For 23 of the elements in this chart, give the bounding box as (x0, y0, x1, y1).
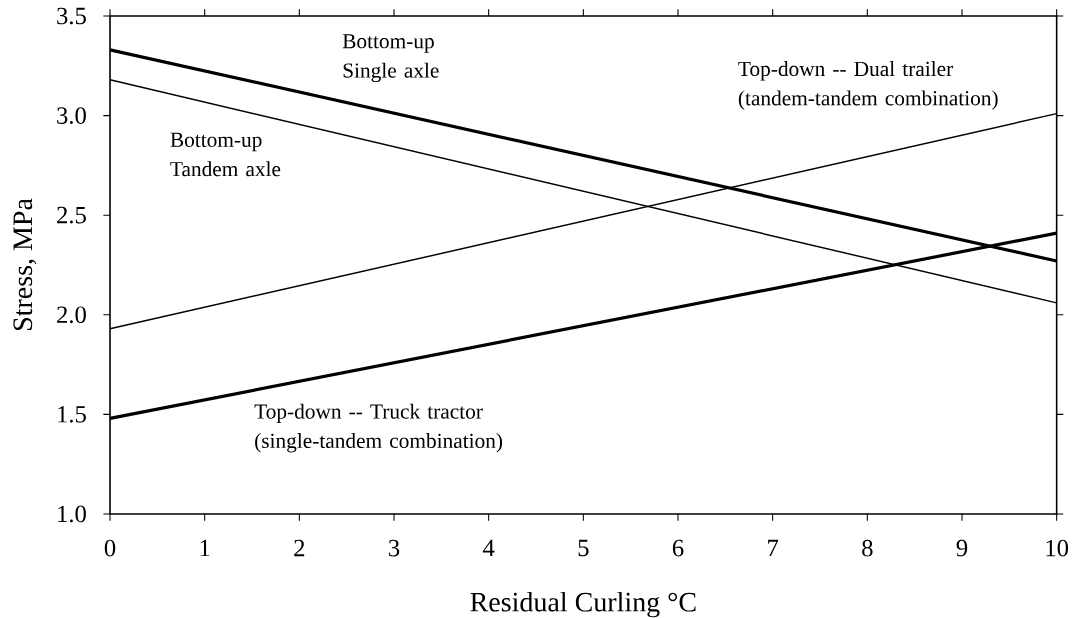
x-tick-label: 3 (389, 539, 400, 557)
x-tick-label: 0 (104, 539, 116, 557)
x-tick-label: 6 (672, 539, 684, 557)
x-tick-label: 8 (862, 539, 873, 557)
y-tick-label: 2.0 (57, 306, 86, 324)
y-tick-label: 2.5 (57, 206, 86, 224)
y-tick-label: 1.0 (58, 505, 86, 523)
y-axis-title: Stress, MPa (13, 198, 37, 331)
x-tick-label: 10 (1046, 539, 1069, 557)
x-tick-label: 1 (200, 539, 210, 557)
y-tick-label: 1.5 (58, 406, 86, 423)
y-tick-label: 3.0 (57, 107, 86, 124)
x-tick-label: 7 (768, 539, 779, 556)
x-tick-label: 5 (578, 539, 589, 557)
series-label: Top-down -- Truck tractor (single-tandem combination) (254, 403, 503, 453)
x-tick-label: 9 (956, 539, 968, 557)
legend-label: Bottom-up Single axle (342, 34, 439, 83)
y-tick-label: 3.5 (57, 7, 86, 25)
x-tick-label: 2 (294, 539, 305, 557)
series-label: Bottom-up Tandem axle (170, 132, 281, 177)
x-axis-title: Residual Curling °C (470, 591, 696, 618)
x-tick-label: 4 (482, 539, 495, 557)
series-label: Top-down -- Dual trailer (tandem-tandem combination) (738, 61, 998, 110)
